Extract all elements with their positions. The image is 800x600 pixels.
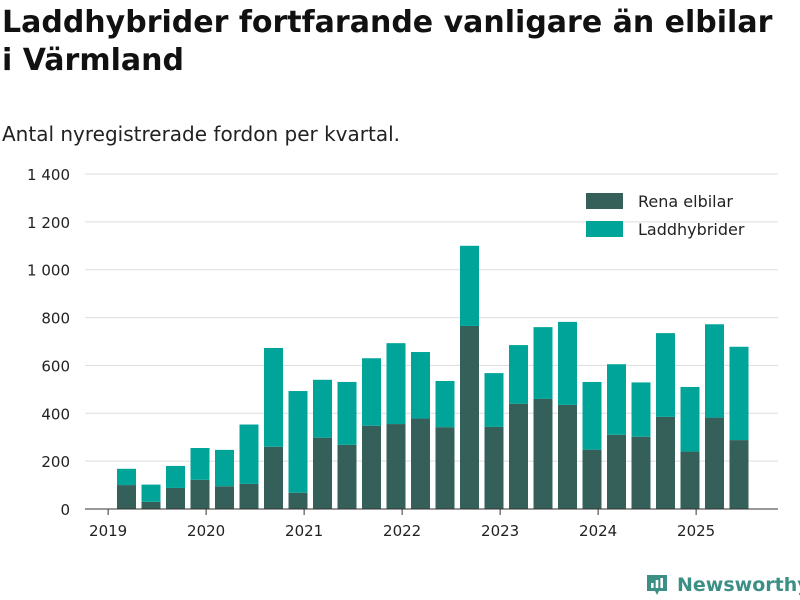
bar-rena-elbilar <box>264 446 283 509</box>
chart-title: Laddhybrider fortfarande vanligare än el… <box>2 5 773 78</box>
bar-rena-elbilar <box>705 417 724 509</box>
legend: Rena elbilar Laddhybrider <box>586 192 745 239</box>
bar-rena-elbilar <box>509 403 528 509</box>
bar-laddhybrider <box>313 379 332 438</box>
bar-rena-elbilar <box>362 425 381 509</box>
y-tick-label: 1 200 <box>27 214 70 232</box>
y-tick-label: 1 000 <box>27 262 70 280</box>
bar-rena-elbilar <box>656 416 675 509</box>
bar-laddhybrider <box>607 364 626 435</box>
y-tick-label: 1 400 <box>27 166 70 184</box>
x-tick-label: 2023 <box>481 522 519 540</box>
bar-laddhybrider <box>386 343 406 425</box>
bar-laddhybrider <box>117 468 136 486</box>
x-tick-label: 2021 <box>285 522 323 540</box>
bar-rena-elbilar <box>117 485 136 509</box>
x-tick-label: 2020 <box>187 522 225 540</box>
bars <box>117 245 749 509</box>
bar-rena-elbilar <box>386 424 406 509</box>
bar-laddhybrider <box>656 333 675 417</box>
bar-laddhybrider <box>288 391 308 493</box>
bar-rena-elbilar <box>460 325 479 509</box>
bar-rena-elbilar <box>631 436 651 509</box>
bar-laddhybrider <box>509 345 528 404</box>
legend-label: Laddhybrider <box>638 220 745 239</box>
bar-laddhybrider <box>215 449 234 487</box>
bar-laddhybrider <box>582 381 602 450</box>
bar-laddhybrider <box>680 386 700 452</box>
bar-laddhybrider <box>435 380 455 428</box>
bar-laddhybrider <box>190 447 210 480</box>
bar-rena-elbilar <box>215 486 234 509</box>
bar-rena-elbilar <box>533 398 553 509</box>
bar-rena-elbilar <box>411 418 430 509</box>
newsworthy-logo: Newsworthy <box>645 570 800 600</box>
x-tick-label: 2022 <box>383 522 421 540</box>
y-tick-label: 0 <box>60 501 70 519</box>
bar-laddhybrider <box>631 382 651 437</box>
bar-rena-elbilar <box>729 440 749 509</box>
bar-laddhybrider <box>411 352 430 419</box>
legend-label: Rena elbilar <box>638 192 733 211</box>
x-tick-label: 2024 <box>579 522 617 540</box>
bar-rena-elbilar <box>484 426 504 509</box>
bar-rena-elbilar <box>680 451 700 509</box>
chart-subtitle: Antal nyregistrerade fordon per kvartal. <box>2 122 401 146</box>
y-axis: 0 200 400 600 800 1 000 1 200 1 400 <box>27 166 70 519</box>
x-tick-label: 2019 <box>89 522 127 540</box>
legend-swatch <box>586 193 623 209</box>
bar-rena-elbilar <box>288 492 308 509</box>
bar-laddhybrider <box>705 324 724 418</box>
legend-swatch <box>586 221 623 237</box>
bar-laddhybrider <box>460 245 479 326</box>
newsworthy-logo-icon <box>647 575 667 595</box>
x-axis: 2019 2020 2021 2022 2023 2024 2025 <box>85 508 778 540</box>
bar-rena-elbilar <box>607 434 626 509</box>
y-tick-label: 400 <box>41 405 70 423</box>
bar-laddhybrider <box>362 358 381 426</box>
y-tick-label: 600 <box>41 357 70 375</box>
bar-laddhybrider <box>337 381 357 445</box>
bar-rena-elbilar <box>166 487 185 509</box>
bar-laddhybrider <box>484 373 504 427</box>
bar-rena-elbilar <box>582 449 602 509</box>
bar-rena-elbilar <box>190 479 210 509</box>
x-tick-label: 2025 <box>677 522 715 540</box>
bar-rena-elbilar <box>435 427 455 509</box>
bar-rena-elbilar <box>337 444 357 509</box>
bar-rena-elbilar <box>239 483 259 509</box>
y-tick-label: 200 <box>41 453 70 471</box>
y-tick-label: 800 <box>41 310 70 328</box>
bar-laddhybrider <box>533 327 553 399</box>
bar-laddhybrider <box>166 465 185 488</box>
bar-rena-elbilar <box>313 437 332 509</box>
bar-rena-elbilar <box>141 501 161 509</box>
bar-rena-elbilar <box>558 404 577 509</box>
bar-laddhybrider <box>264 347 283 447</box>
bar-laddhybrider <box>729 346 749 441</box>
bar-laddhybrider <box>141 484 161 502</box>
bar-laddhybrider <box>239 424 259 484</box>
brand-name: Newsworthy <box>677 574 800 596</box>
bar-laddhybrider <box>558 321 577 405</box>
